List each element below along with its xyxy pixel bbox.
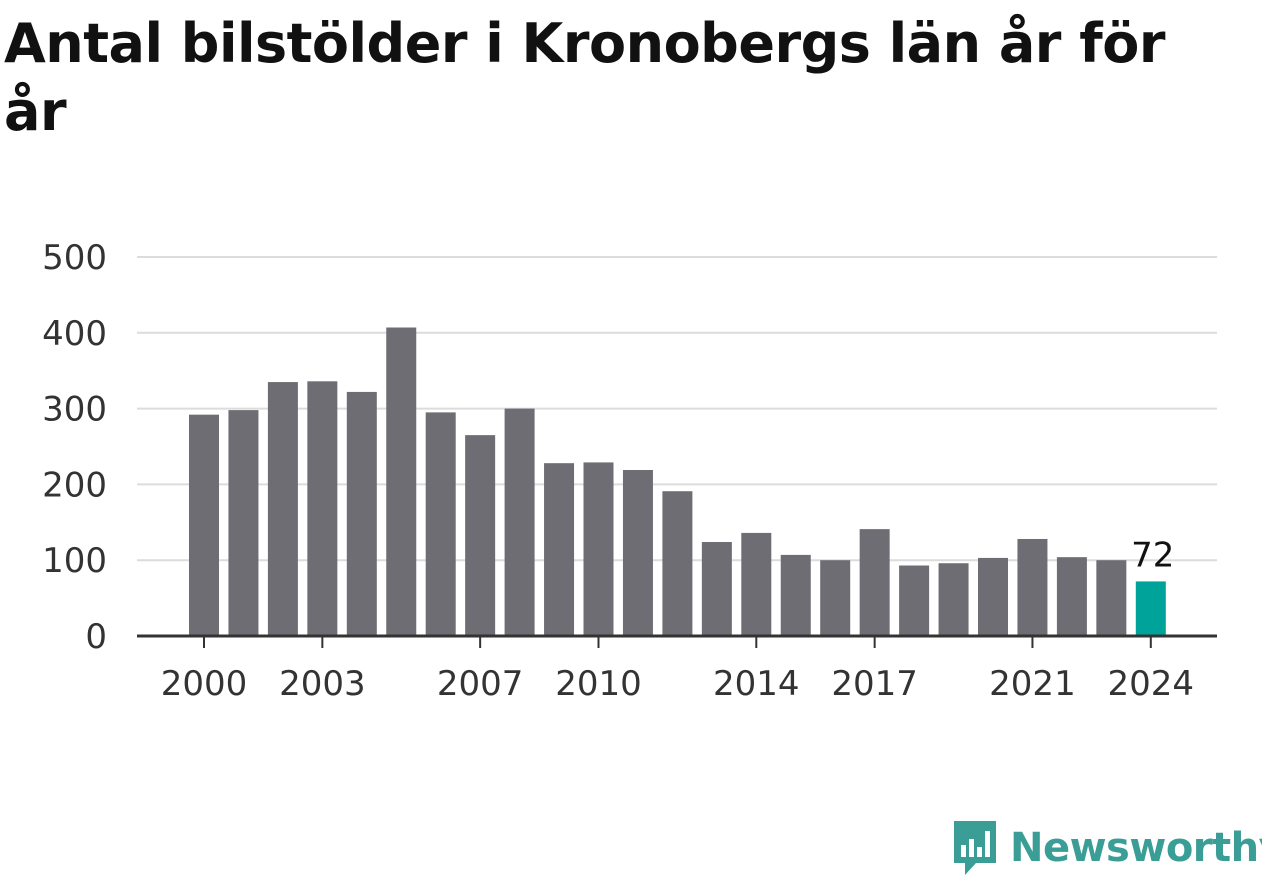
bar-2008 [504,408,535,636]
bar-2009 [544,463,575,636]
bar-2002 [267,382,298,636]
x-tick-label: 2024 [1108,664,1195,704]
bar-2003 [307,381,338,636]
bar-2024 [1135,581,1166,636]
bar-2021 [1017,538,1048,636]
bar-2017 [859,529,890,636]
bar-2007 [465,435,496,636]
bar-2023 [1096,560,1127,636]
bar-2012 [662,491,693,636]
x-tick-label: 2017 [831,664,918,704]
x-tick-label: 2007 [437,664,524,704]
bars [189,327,1166,636]
y-tick-label: 100 [42,541,107,581]
newsworthy-logo-icon [954,821,996,875]
bar-2000 [189,414,219,636]
chart-title: Antal bilstölder i Kronobergs län år för… [4,12,1165,143]
x-tick-label: 2003 [279,664,366,704]
y-axis-ticks: 0 100 200 300 400 500 [42,238,107,657]
y-tick-label: 400 [42,314,107,354]
y-tick-label: 500 [42,238,107,278]
bar-2004 [346,391,377,636]
bar-2013 [701,542,732,636]
bar-2022 [1056,557,1087,636]
data-labels: 72 [1131,535,1174,575]
data-label-2024: 72 [1131,535,1174,575]
brand-name: Newsworthy [1010,825,1262,871]
x-tick-label: 2014 [713,664,800,704]
bar-2010 [583,462,614,636]
brand-logo: Newsworthy [950,817,1262,879]
bar-2011 [622,469,653,636]
bar-2005 [386,327,417,636]
bar-2015 [780,554,811,636]
y-tick-label: 300 [42,390,107,430]
bar-2019 [938,563,969,636]
bar-2016 [820,560,851,636]
bar-2001 [228,410,259,636]
x-tick-label: 2010 [555,664,642,704]
y-tick-label: 200 [42,465,107,505]
bar-2014 [741,532,772,636]
x-tick-label: 2021 [989,664,1076,704]
bar-2020 [978,557,1008,636]
bar-2018 [899,565,930,636]
x-tick-label: 2000 [161,664,248,704]
y-tick-label: 0 [85,617,107,657]
x-axis-ticks: 2000 2003 2007 2010 2014 2017 2021 2024 [161,636,1194,704]
bar-2006 [425,412,456,636]
